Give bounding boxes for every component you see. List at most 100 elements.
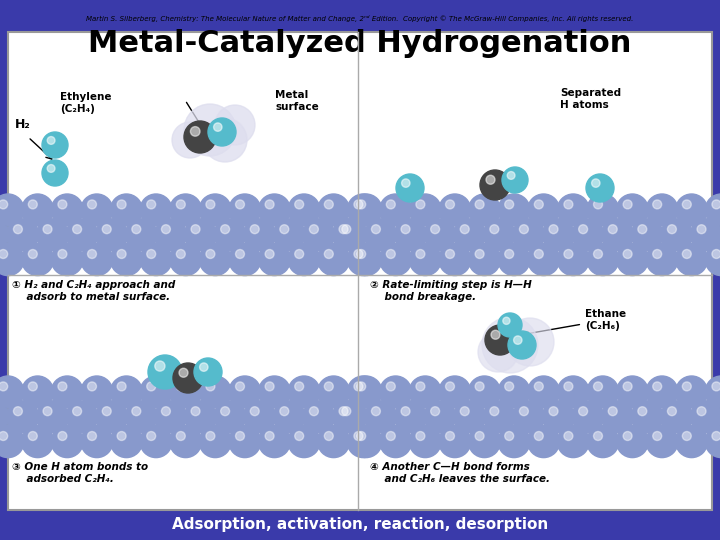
Circle shape xyxy=(215,105,255,145)
Circle shape xyxy=(214,401,246,433)
Circle shape xyxy=(179,368,188,377)
Circle shape xyxy=(498,426,530,457)
Text: Ethane
(C₂H₆): Ethane (C₂H₆) xyxy=(524,309,626,335)
Circle shape xyxy=(28,431,37,441)
Circle shape xyxy=(485,325,515,355)
Circle shape xyxy=(110,376,143,408)
Circle shape xyxy=(173,363,203,393)
Circle shape xyxy=(379,376,412,408)
Circle shape xyxy=(350,244,382,275)
Circle shape xyxy=(498,376,530,408)
Circle shape xyxy=(324,431,333,441)
Circle shape xyxy=(409,426,441,457)
Circle shape xyxy=(483,401,515,433)
Circle shape xyxy=(251,225,259,234)
Circle shape xyxy=(0,376,24,408)
Circle shape xyxy=(339,225,348,234)
Circle shape xyxy=(446,200,454,209)
Circle shape xyxy=(191,407,200,416)
Circle shape xyxy=(502,167,528,193)
Circle shape xyxy=(184,401,216,433)
Circle shape xyxy=(58,382,67,391)
Circle shape xyxy=(172,122,208,158)
Circle shape xyxy=(646,194,678,226)
Circle shape xyxy=(675,194,708,226)
Circle shape xyxy=(140,194,172,226)
Circle shape xyxy=(623,249,632,259)
Circle shape xyxy=(498,194,530,226)
Circle shape xyxy=(387,382,395,391)
Circle shape xyxy=(354,249,363,259)
Circle shape xyxy=(81,426,113,457)
Circle shape xyxy=(482,317,538,373)
Circle shape xyxy=(469,376,500,408)
Text: H₂: H₂ xyxy=(15,118,31,132)
Circle shape xyxy=(409,194,441,226)
Circle shape xyxy=(528,376,559,408)
Circle shape xyxy=(235,431,245,441)
Circle shape xyxy=(528,194,559,226)
Circle shape xyxy=(288,376,320,408)
Circle shape xyxy=(333,219,364,251)
Circle shape xyxy=(350,194,382,226)
Circle shape xyxy=(579,225,588,234)
Circle shape xyxy=(446,382,454,391)
Circle shape xyxy=(446,249,454,259)
Circle shape xyxy=(110,426,143,457)
Circle shape xyxy=(601,219,634,251)
Circle shape xyxy=(705,194,720,226)
Circle shape xyxy=(534,200,544,209)
Circle shape xyxy=(342,407,351,416)
Circle shape xyxy=(564,382,573,391)
Circle shape xyxy=(265,382,274,391)
Circle shape xyxy=(507,172,515,179)
Circle shape xyxy=(424,219,456,251)
Circle shape xyxy=(73,225,81,234)
Text: Martin S. Silberberg, Chemistry: The Molecular Nature of Matter and Change, 2ⁿᵈ : Martin S. Silberberg, Chemistry: The Mol… xyxy=(86,15,634,22)
Circle shape xyxy=(653,382,662,391)
Circle shape xyxy=(58,249,67,259)
Circle shape xyxy=(184,104,236,156)
Circle shape xyxy=(243,401,276,433)
Circle shape xyxy=(140,376,172,408)
Circle shape xyxy=(557,376,589,408)
Circle shape xyxy=(0,200,8,209)
Circle shape xyxy=(235,200,245,209)
Circle shape xyxy=(616,376,649,408)
Circle shape xyxy=(646,244,678,275)
Circle shape xyxy=(534,249,544,259)
Circle shape xyxy=(288,426,320,457)
Circle shape xyxy=(214,123,222,131)
Circle shape xyxy=(96,219,127,251)
Circle shape xyxy=(265,200,274,209)
Circle shape xyxy=(653,200,662,209)
Circle shape xyxy=(318,426,350,457)
Circle shape xyxy=(206,431,215,441)
Circle shape xyxy=(51,244,84,275)
Circle shape xyxy=(475,382,484,391)
Circle shape xyxy=(690,401,720,433)
Circle shape xyxy=(258,376,290,408)
Circle shape xyxy=(199,194,231,226)
Circle shape xyxy=(646,426,678,457)
Circle shape xyxy=(347,426,379,457)
Circle shape xyxy=(48,137,55,144)
Circle shape xyxy=(667,225,676,234)
Circle shape xyxy=(0,249,8,259)
Circle shape xyxy=(661,401,693,433)
Circle shape xyxy=(705,376,720,408)
Circle shape xyxy=(335,219,367,251)
Circle shape xyxy=(184,121,216,153)
Circle shape xyxy=(379,244,412,275)
Circle shape xyxy=(593,200,603,209)
Circle shape xyxy=(42,160,68,186)
Circle shape xyxy=(365,401,397,433)
Circle shape xyxy=(251,407,259,416)
Circle shape xyxy=(354,382,363,391)
Circle shape xyxy=(431,225,440,234)
Circle shape xyxy=(483,219,515,251)
Circle shape xyxy=(372,407,380,416)
Circle shape xyxy=(478,332,518,372)
Circle shape xyxy=(206,249,215,259)
Circle shape xyxy=(73,407,81,416)
